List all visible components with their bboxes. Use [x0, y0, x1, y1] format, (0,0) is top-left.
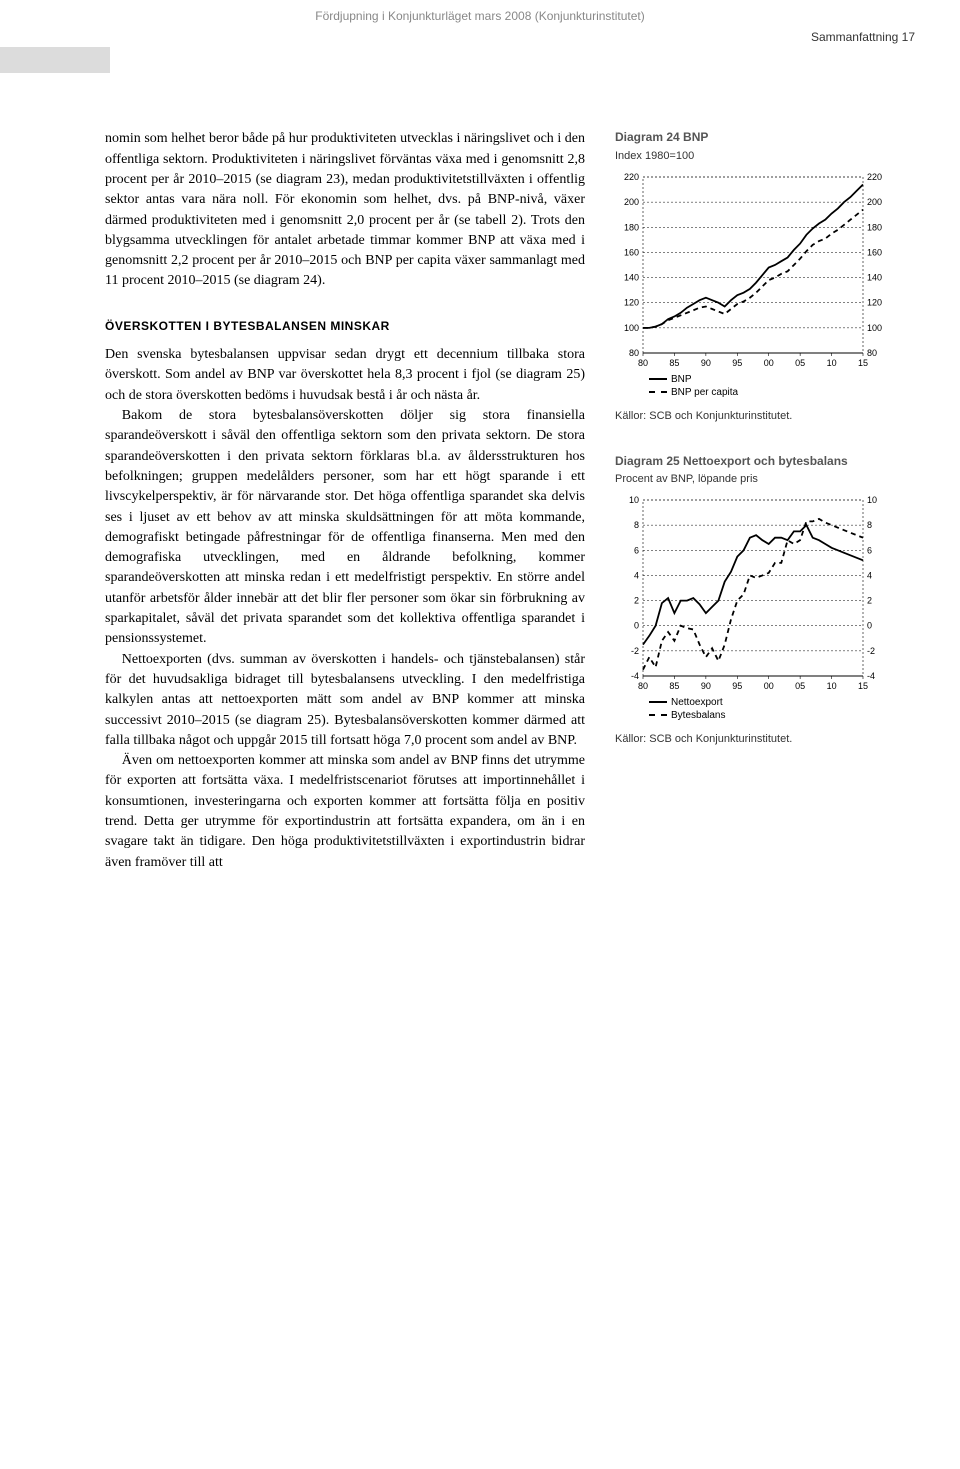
svg-text:120: 120 — [624, 297, 639, 307]
legend-line-solid — [649, 378, 667, 380]
top-bar: Sammanfattning 17 — [0, 29, 960, 69]
legend-line-solid — [649, 701, 667, 703]
svg-text:120: 120 — [867, 297, 882, 307]
paragraph-1: nomin som helhet beror både på hur produ… — [105, 129, 585, 291]
svg-text:4: 4 — [634, 570, 639, 580]
svg-text:80: 80 — [867, 348, 877, 358]
diagram-25: Diagram 25 Nettoexport och bytesbalans P… — [615, 453, 895, 748]
paragraph-5: Även om nettoexporten kommer att minska … — [105, 751, 585, 873]
svg-text:80: 80 — [629, 348, 639, 358]
svg-text:0: 0 — [867, 621, 872, 631]
chart-24-canvas: 8080100100120120140140160160180180200200… — [615, 171, 885, 371]
svg-text:8: 8 — [634, 520, 639, 530]
main-column: nomin som helhet beror både på hur produ… — [105, 129, 585, 872]
breadcrumb-text: Fördjupning i Konjunkturläget mars 2008 … — [315, 9, 645, 23]
svg-text:00: 00 — [764, 681, 774, 691]
svg-text:200: 200 — [624, 197, 639, 207]
body-text: nomin som helhet beror både på hur produ… — [105, 129, 585, 872]
svg-text:05: 05 — [795, 681, 805, 691]
diagram-25-title: Diagram 25 Nettoexport och bytesbalans — [615, 453, 895, 470]
svg-text:95: 95 — [732, 681, 742, 691]
svg-text:6: 6 — [867, 545, 872, 555]
svg-text:-4: -4 — [867, 671, 875, 681]
legend-25-item-0: Nettoexport — [671, 696, 723, 709]
subheading-1: ÖVERSKOTTEN I BYTESBALANSEN MINSKAR — [105, 318, 585, 335]
paragraph-4: Nettoexporten (dvs. summan av överskotte… — [105, 650, 585, 751]
svg-text:100: 100 — [624, 323, 639, 333]
svg-text:-4: -4 — [631, 671, 639, 681]
svg-text:80: 80 — [638, 358, 648, 368]
chart-24-source: Källor: SCB och Konjunkturinstitutet. — [615, 409, 895, 425]
chart-25-svg: -4-4-2-2002244668810108085909500051015 — [615, 494, 885, 694]
legend-line-dashed — [649, 391, 667, 393]
gray-margin-block — [0, 47, 110, 73]
svg-text:180: 180 — [867, 222, 882, 232]
svg-text:85: 85 — [669, 681, 679, 691]
chart-24-legend: BNP BNP per capita — [615, 373, 895, 399]
paragraph-2: Den svenska bytesbalansen uppvisar sedan… — [105, 345, 585, 406]
svg-text:100: 100 — [867, 323, 882, 333]
svg-text:220: 220 — [867, 172, 882, 182]
svg-text:10: 10 — [827, 681, 837, 691]
legend-line-dashed — [649, 714, 667, 716]
chart-25-source: Källor: SCB och Konjunkturinstitutet. — [615, 732, 895, 748]
chart-25-canvas: -4-4-2-2002244668810108085909500051015 — [615, 494, 885, 694]
svg-text:2: 2 — [867, 596, 872, 606]
page-header: Fördjupning i Konjunkturläget mars 2008 … — [0, 0, 960, 29]
paragraph-3: Bakom de stora bytesbalansöverskotten dö… — [105, 406, 585, 650]
svg-text:15: 15 — [858, 358, 868, 368]
svg-text:10: 10 — [827, 358, 837, 368]
diagram-24: Diagram 24 BNP Index 1980=100 8080100100… — [615, 129, 895, 424]
side-column: Diagram 24 BNP Index 1980=100 8080100100… — [615, 129, 895, 872]
svg-text:180: 180 — [624, 222, 639, 232]
legend-25-item-1: Bytesbalans — [671, 709, 725, 722]
content-columns: nomin som helhet beror både på hur produ… — [0, 129, 960, 912]
svg-text:-2: -2 — [867, 646, 875, 656]
svg-text:140: 140 — [624, 272, 639, 282]
svg-text:4: 4 — [867, 570, 872, 580]
svg-text:95: 95 — [732, 358, 742, 368]
svg-text:15: 15 — [858, 681, 868, 691]
svg-text:10: 10 — [867, 495, 877, 505]
legend-24-item-1: BNP per capita — [671, 386, 738, 399]
diagram-24-title: Diagram 24 BNP — [615, 129, 895, 146]
chart-24-svg: 8080100100120120140140160160180180200200… — [615, 171, 885, 371]
svg-text:85: 85 — [669, 358, 679, 368]
svg-text:8: 8 — [867, 520, 872, 530]
diagram-25-subtitle: Procent av BNP, löpande pris — [615, 472, 895, 488]
svg-text:220: 220 — [624, 172, 639, 182]
svg-text:90: 90 — [701, 681, 711, 691]
svg-text:160: 160 — [624, 247, 639, 257]
svg-text:90: 90 — [701, 358, 711, 368]
svg-text:2: 2 — [634, 596, 639, 606]
svg-text:10: 10 — [629, 495, 639, 505]
svg-text:00: 00 — [764, 358, 774, 368]
legend-24-item-0: BNP — [671, 373, 692, 386]
svg-text:200: 200 — [867, 197, 882, 207]
svg-text:-2: -2 — [631, 646, 639, 656]
svg-text:80: 80 — [638, 681, 648, 691]
chart-25-legend: Nettoexport Bytesbalans — [615, 696, 895, 722]
section-label: Sammanfattning 17 — [811, 29, 915, 46]
svg-text:0: 0 — [634, 621, 639, 631]
diagram-24-subtitle: Index 1980=100 — [615, 149, 895, 165]
svg-text:6: 6 — [634, 545, 639, 555]
svg-text:05: 05 — [795, 358, 805, 368]
svg-text:140: 140 — [867, 272, 882, 282]
svg-text:160: 160 — [867, 247, 882, 257]
